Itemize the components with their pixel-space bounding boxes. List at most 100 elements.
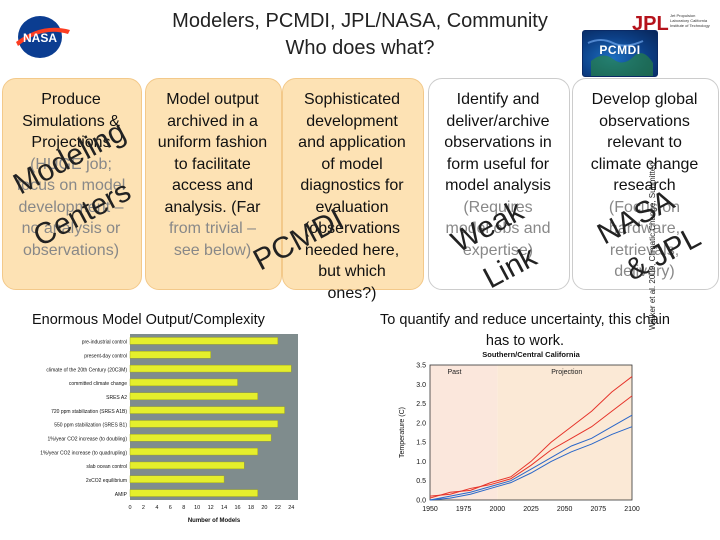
bar-category-label: 1%/year CO2 increase (to doubling) — [48, 437, 128, 443]
bar-x-tick-label: 12 — [208, 505, 214, 511]
bar-category-label: 2xCO2 equilibrium — [86, 478, 127, 484]
annotation-projection: Projection — [551, 369, 582, 376]
column-5-line: (Focus on — [608, 198, 681, 216]
bar — [129, 420, 279, 428]
column-5-line: hardware, — [608, 220, 681, 237]
caption-uncertainty: To quantify and reduce uncertainty, this… — [340, 310, 710, 352]
bar-x-tick-label: 20 — [261, 505, 267, 511]
nasa-logo: NASA — [12, 12, 72, 62]
temperature-series-line — [429, 426, 633, 501]
title-line-2: Who does what? — [285, 37, 435, 59]
bar-category-label: SRES A2 — [106, 395, 127, 401]
temperature-series-line — [429, 376, 633, 499]
caption-uncertainty-line-1: To quantify and reduce uncertainty, this… — [380, 312, 670, 328]
column-1-line: development – — [18, 198, 124, 216]
column-2-line: from trivial – — [168, 220, 257, 237]
bar — [129, 489, 258, 497]
column-text-1: Produce Simulations & Projections (HUGE … — [2, 89, 140, 261]
jpl-logo: JPL Jet Propulsion Laboratory California… — [630, 10, 715, 38]
column-1-line: no analysis or — [21, 220, 121, 237]
column-4-line: model obs and — [445, 220, 551, 237]
column-3-line: development — [306, 112, 398, 130]
column-3-line: (observations — [303, 220, 401, 237]
column-3-line: but which — [318, 263, 386, 280]
pcmdi-logo: PCMDI — [582, 30, 658, 77]
line-x-tick-label: 1975 — [456, 506, 472, 513]
bar-category-label: 1%/year CO2 increase (to quadrupling) — [40, 450, 127, 456]
column-1-line: Produce — [41, 91, 101, 108]
bar-category-label: 720 ppm stabilization (SRES A1B) — [51, 409, 127, 415]
column-1-line: focus on model — [16, 177, 126, 194]
caption-uncertainty-line-2: has to work. — [485, 333, 565, 349]
bar — [129, 434, 272, 442]
column-5-line: observations — [599, 112, 690, 130]
bar-x-tick-label: 18 — [248, 505, 254, 511]
column-5-line: research — [613, 177, 676, 194]
line-y-tick-label: 2.0 — [416, 420, 426, 427]
bar-x-tick-label: 6 — [169, 505, 172, 511]
line-x-tick-label: 2025 — [523, 506, 539, 513]
bar-category-label: AMIP — [115, 492, 128, 498]
temperature-series-line — [429, 395, 633, 497]
bar-x-tick-label: 0 — [128, 505, 131, 511]
bar-x-tick-label: 2 — [142, 505, 145, 511]
column-4-line: model analysis — [445, 177, 551, 194]
column-box-observations — [428, 78, 570, 290]
jpl-logo-subtext: Jet Propulsion Laboratory California Ins… — [670, 13, 710, 28]
column-text-5: Develop global observations relevant to … — [572, 89, 717, 283]
bar — [129, 337, 279, 345]
column-4-line: deliver/archive — [446, 112, 550, 130]
column-text-3: Sophisticated development and applicatio… — [282, 89, 422, 304]
column-2-line: see below) — [173, 241, 252, 259]
column-5-line: retrievals, — [609, 241, 680, 259]
column-5-line: relevant to — [607, 134, 682, 151]
page-title: Modelers, PCMDI, JPL/NASA, Community Who… — [140, 8, 580, 62]
column-text-4: Identify and deliver/archive observation… — [428, 89, 568, 261]
line-y-tick-label: 1.0 — [416, 459, 426, 466]
line-x-tick-label: 1950 — [422, 506, 438, 513]
column-box-pcmdi-archive — [145, 78, 282, 290]
bar-x-axis-label: Number of Models — [188, 518, 241, 524]
pcmdi-logo-text: PCMDI — [599, 43, 641, 57]
nasa-logo-text: NASA — [23, 31, 57, 45]
column-3-line: diagnostics for — [300, 177, 404, 194]
line-x-tick-label: 2050 — [557, 506, 573, 513]
line-x-tick-label: 2000 — [490, 506, 506, 513]
column-4-line: form useful for — [446, 155, 550, 173]
column-3-line: and application — [298, 134, 406, 151]
model-count-chart-svg: pre-industrial control present-day contro… — [40, 334, 298, 524]
bar-category-label: committed climate change — [69, 381, 127, 387]
line-y-tick-label: 3.0 — [416, 382, 426, 389]
column-5-line: delivery) — [614, 263, 675, 280]
line-x-tick-label: 2100 — [624, 506, 640, 513]
line-y-tick-label: 0.0 — [416, 498, 426, 505]
temperature-chart: Southern/Central California Past Projectio… — [392, 345, 640, 535]
bar — [129, 351, 211, 359]
bar-category-label: climate of the 20th Century (20C3M) — [46, 367, 127, 373]
column-1-line: (HUGE job; — [30, 155, 112, 173]
column-3-line: ones?) — [327, 284, 377, 302]
line-y-tick-label: 0.5 — [416, 478, 426, 485]
bar — [129, 364, 292, 373]
bar-x-tick-label: 10 — [194, 505, 200, 511]
column-1-line: observations) — [22, 241, 120, 259]
bar-category-label: 550 ppm stabilization (SRES B1) — [54, 423, 127, 429]
temperature-chart-svg: Southern/Central California Past Projectio… — [399, 350, 640, 513]
bar-x-tick-label: 4 — [155, 505, 158, 511]
line-y-tick-label: 3.5 — [416, 363, 426, 370]
column-4-line: (Requires — [463, 198, 533, 216]
bar — [129, 392, 258, 400]
line-plot-frame — [429, 364, 633, 501]
column-box-modeling-centers — [2, 78, 142, 290]
bar-x-tick-label: 24 — [288, 505, 294, 511]
citation: Walker et al. 2009, Climatic Change, Sub… — [648, 162, 657, 330]
column-2-line: archived in a — [167, 112, 258, 130]
column-1-line: Projections — [31, 134, 111, 151]
bar-x-tick-label: 16 — [234, 505, 240, 511]
bar — [129, 378, 238, 387]
bar-category-label: slab ocean control — [86, 464, 127, 470]
column-4-line: expertise) — [462, 241, 534, 259]
column-3-line: evaluation — [315, 198, 389, 216]
line-y-axis-label: Temperature (C) — [399, 407, 406, 458]
bar-category-label: pre-industrial control — [82, 340, 127, 346]
